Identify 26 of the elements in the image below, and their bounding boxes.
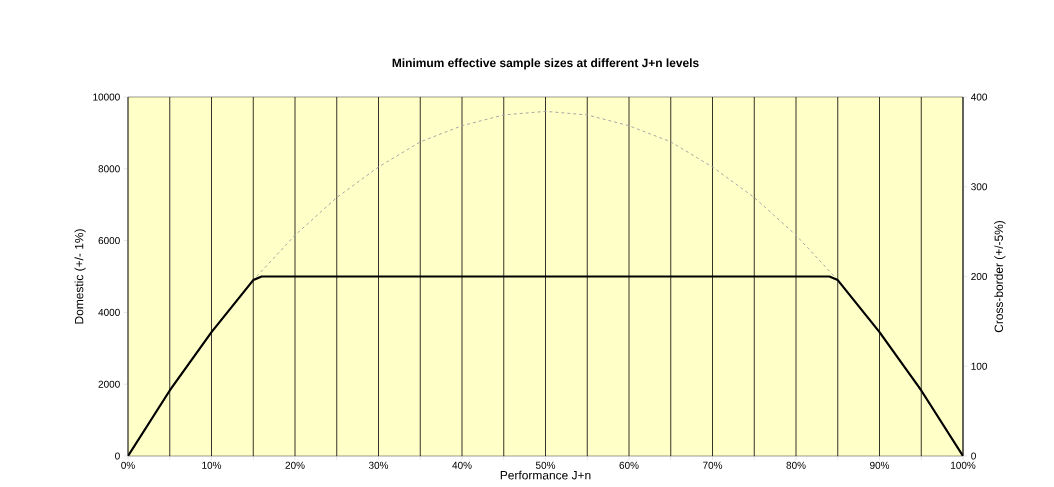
y-tick-label: 4000 — [98, 308, 120, 316]
x-tick-label: 60% — [619, 461, 639, 469]
y-tick-label: 6000 — [98, 237, 120, 245]
y-tick-label: 2000 — [98, 380, 120, 388]
x-tick-label: 50% — [535, 461, 556, 469]
x-tick-label: 30% — [368, 461, 389, 469]
x-tick-label: 40% — [452, 461, 472, 469]
y-tick-label: 10000 — [93, 93, 120, 101]
y-tick-label: 8000 — [98, 165, 120, 173]
x-tick-label: 20% — [285, 461, 305, 469]
y2-tick-label: 0 — [971, 452, 976, 460]
chart-title: Minimum effective sample sizes at different J+n levels — [392, 58, 699, 70]
y2-tick-label: 100 — [971, 362, 988, 370]
x-tick-label: 70% — [703, 461, 723, 469]
x-tick-label: 100% — [951, 461, 976, 469]
x-tick-label: 80% — [786, 461, 806, 469]
y-axis-title: Domestic (+/- 1%) — [74, 229, 86, 324]
y-tick-label: 0 — [115, 452, 120, 460]
x-tick-label: 90% — [870, 461, 890, 469]
x-tick-label: 10% — [202, 461, 222, 469]
y2-tick-label: 400 — [971, 93, 988, 101]
y2-tick-label: 200 — [971, 272, 988, 281]
y2-tick-label: 300 — [971, 183, 988, 191]
y2-axis-title: Cross-border (+/-5%) — [994, 220, 1006, 333]
x-axis-title: Performance J+n — [500, 470, 591, 480]
x-tick-label: 0% — [121, 461, 135, 469]
